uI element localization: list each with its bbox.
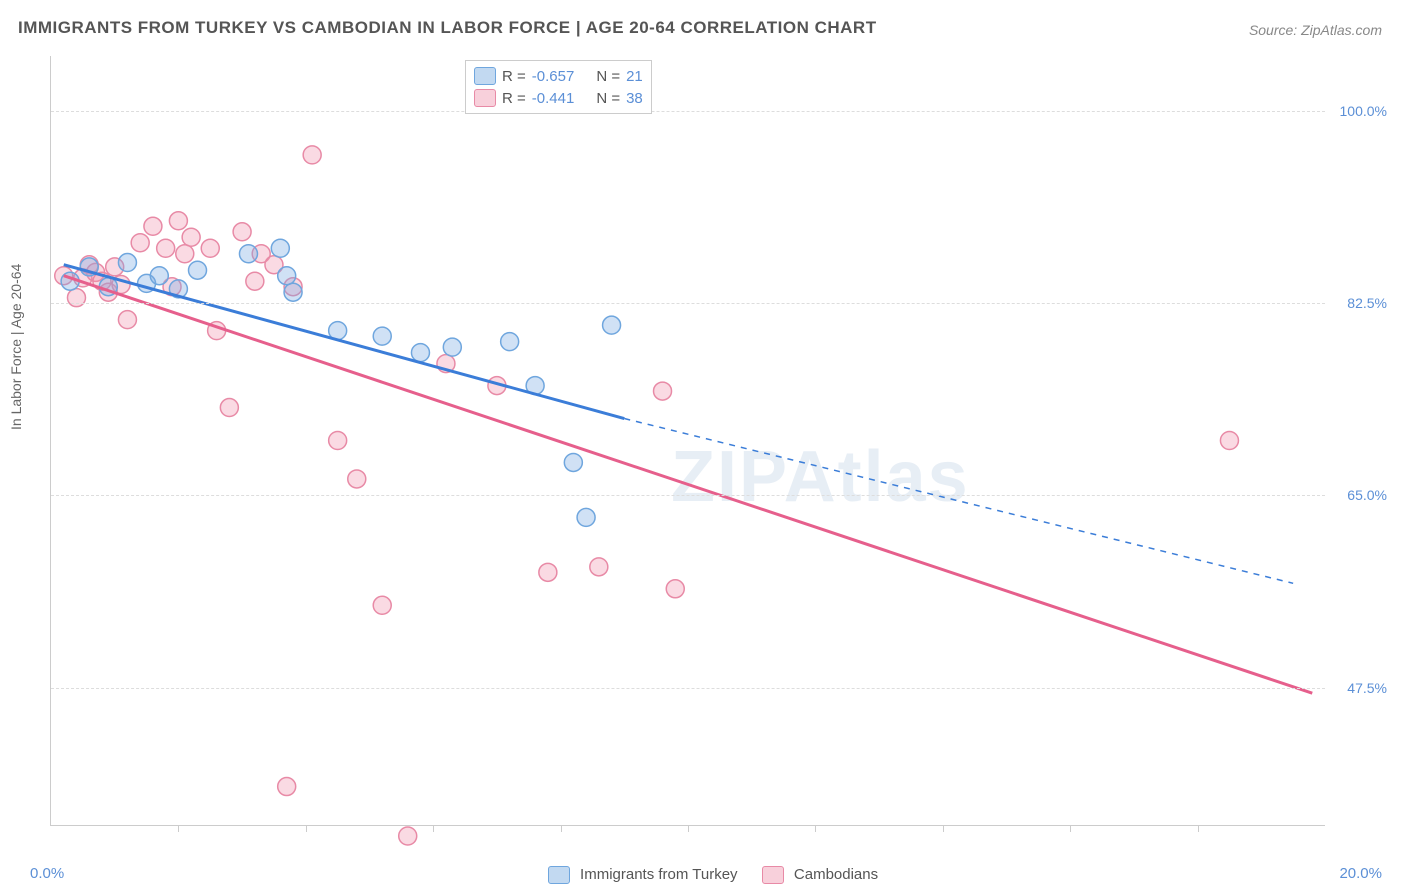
- scatter-point: [157, 239, 175, 257]
- scatter-point: [564, 453, 582, 471]
- source-text: Source: ZipAtlas.com: [1249, 22, 1382, 38]
- series-name-blue: Immigrants from Turkey: [580, 866, 738, 883]
- correlation-legend: R = -0.657 N = 21 R = -0.441 N = 38: [465, 60, 652, 114]
- scatter-point: [278, 267, 296, 285]
- trend-line-blue-dashed: [624, 419, 1293, 584]
- scatter-point: [654, 382, 672, 400]
- legend-n-label: N =: [596, 68, 620, 85]
- scatter-point: [348, 470, 366, 488]
- y-tick-label: 100.0%: [1332, 103, 1387, 119]
- swatch-blue: [474, 67, 496, 85]
- trend-line-blue: [64, 265, 625, 419]
- x-tick-mark: [561, 825, 562, 832]
- scatter-point: [399, 827, 417, 845]
- scatter-point: [303, 146, 321, 164]
- gridline-h: [51, 111, 1325, 112]
- scatter-point: [539, 563, 557, 581]
- trend-line-pink: [64, 276, 1313, 693]
- scatter-point: [329, 432, 347, 450]
- y-tick-label: 47.5%: [1332, 680, 1387, 696]
- legend-r-label: R =: [502, 68, 526, 85]
- swatch-pink: [762, 866, 784, 884]
- scatter-point: [118, 254, 136, 272]
- legend-r-value-blue: -0.657: [532, 68, 575, 85]
- scatter-point: [239, 245, 257, 263]
- y-axis-label: In Labor Force | Age 20-64: [8, 264, 24, 430]
- scatter-point: [666, 580, 684, 598]
- scatter-point: [150, 267, 168, 285]
- gridline-h: [51, 495, 1325, 496]
- scatter-point: [373, 327, 391, 345]
- gridline-h: [51, 303, 1325, 304]
- scatter-point: [411, 344, 429, 362]
- legend-row-blue: R = -0.657 N = 21: [474, 65, 643, 87]
- scatter-point: [590, 558, 608, 576]
- gridline-h: [51, 688, 1325, 689]
- series-legend: Immigrants from Turkey Cambodians: [0, 866, 1406, 884]
- legend-n-value-pink: 38: [626, 90, 643, 107]
- legend-row-pink: R = -0.441 N = 38: [474, 87, 643, 109]
- scatter-point: [271, 239, 289, 257]
- chart-title: IMMIGRANTS FROM TURKEY VS CAMBODIAN IN L…: [18, 18, 877, 38]
- scatter-point: [603, 316, 621, 334]
- plot-svg: [51, 56, 1325, 825]
- scatter-point: [233, 223, 251, 241]
- x-tick-mark: [943, 825, 944, 832]
- scatter-point: [278, 778, 296, 796]
- scatter-point: [201, 239, 219, 257]
- swatch-blue: [548, 866, 570, 884]
- scatter-point: [246, 272, 264, 290]
- x-tick-mark: [1198, 825, 1199, 832]
- scatter-point: [118, 311, 136, 329]
- legend-n-label: N =: [596, 90, 620, 107]
- legend-r-value-pink: -0.441: [532, 90, 575, 107]
- x-tick-mark: [815, 825, 816, 832]
- scatter-point: [1220, 432, 1238, 450]
- legend-r-label: R =: [502, 90, 526, 107]
- x-tick-mark: [178, 825, 179, 832]
- scatter-point: [144, 217, 162, 235]
- scatter-point: [182, 228, 200, 246]
- x-tick-mark: [688, 825, 689, 832]
- y-tick-label: 65.0%: [1332, 487, 1387, 503]
- series-name-pink: Cambodians: [794, 866, 878, 883]
- scatter-point: [501, 333, 519, 351]
- scatter-point: [373, 596, 391, 614]
- scatter-point: [284, 283, 302, 301]
- y-tick-label: 82.5%: [1332, 295, 1387, 311]
- x-tick-mark: [1070, 825, 1071, 832]
- scatter-point: [176, 245, 194, 263]
- scatter-point: [189, 261, 207, 279]
- legend-n-value-blue: 21: [626, 68, 643, 85]
- scatter-point: [443, 338, 461, 356]
- x-tick-mark: [433, 825, 434, 832]
- scatter-point: [131, 234, 149, 252]
- plot-area: ZIPAtlas 47.5%65.0%82.5%100.0%: [50, 56, 1325, 826]
- scatter-point: [220, 399, 238, 417]
- x-tick-mark: [306, 825, 307, 832]
- swatch-pink: [474, 89, 496, 107]
- scatter-point: [577, 508, 595, 526]
- scatter-point: [169, 212, 187, 230]
